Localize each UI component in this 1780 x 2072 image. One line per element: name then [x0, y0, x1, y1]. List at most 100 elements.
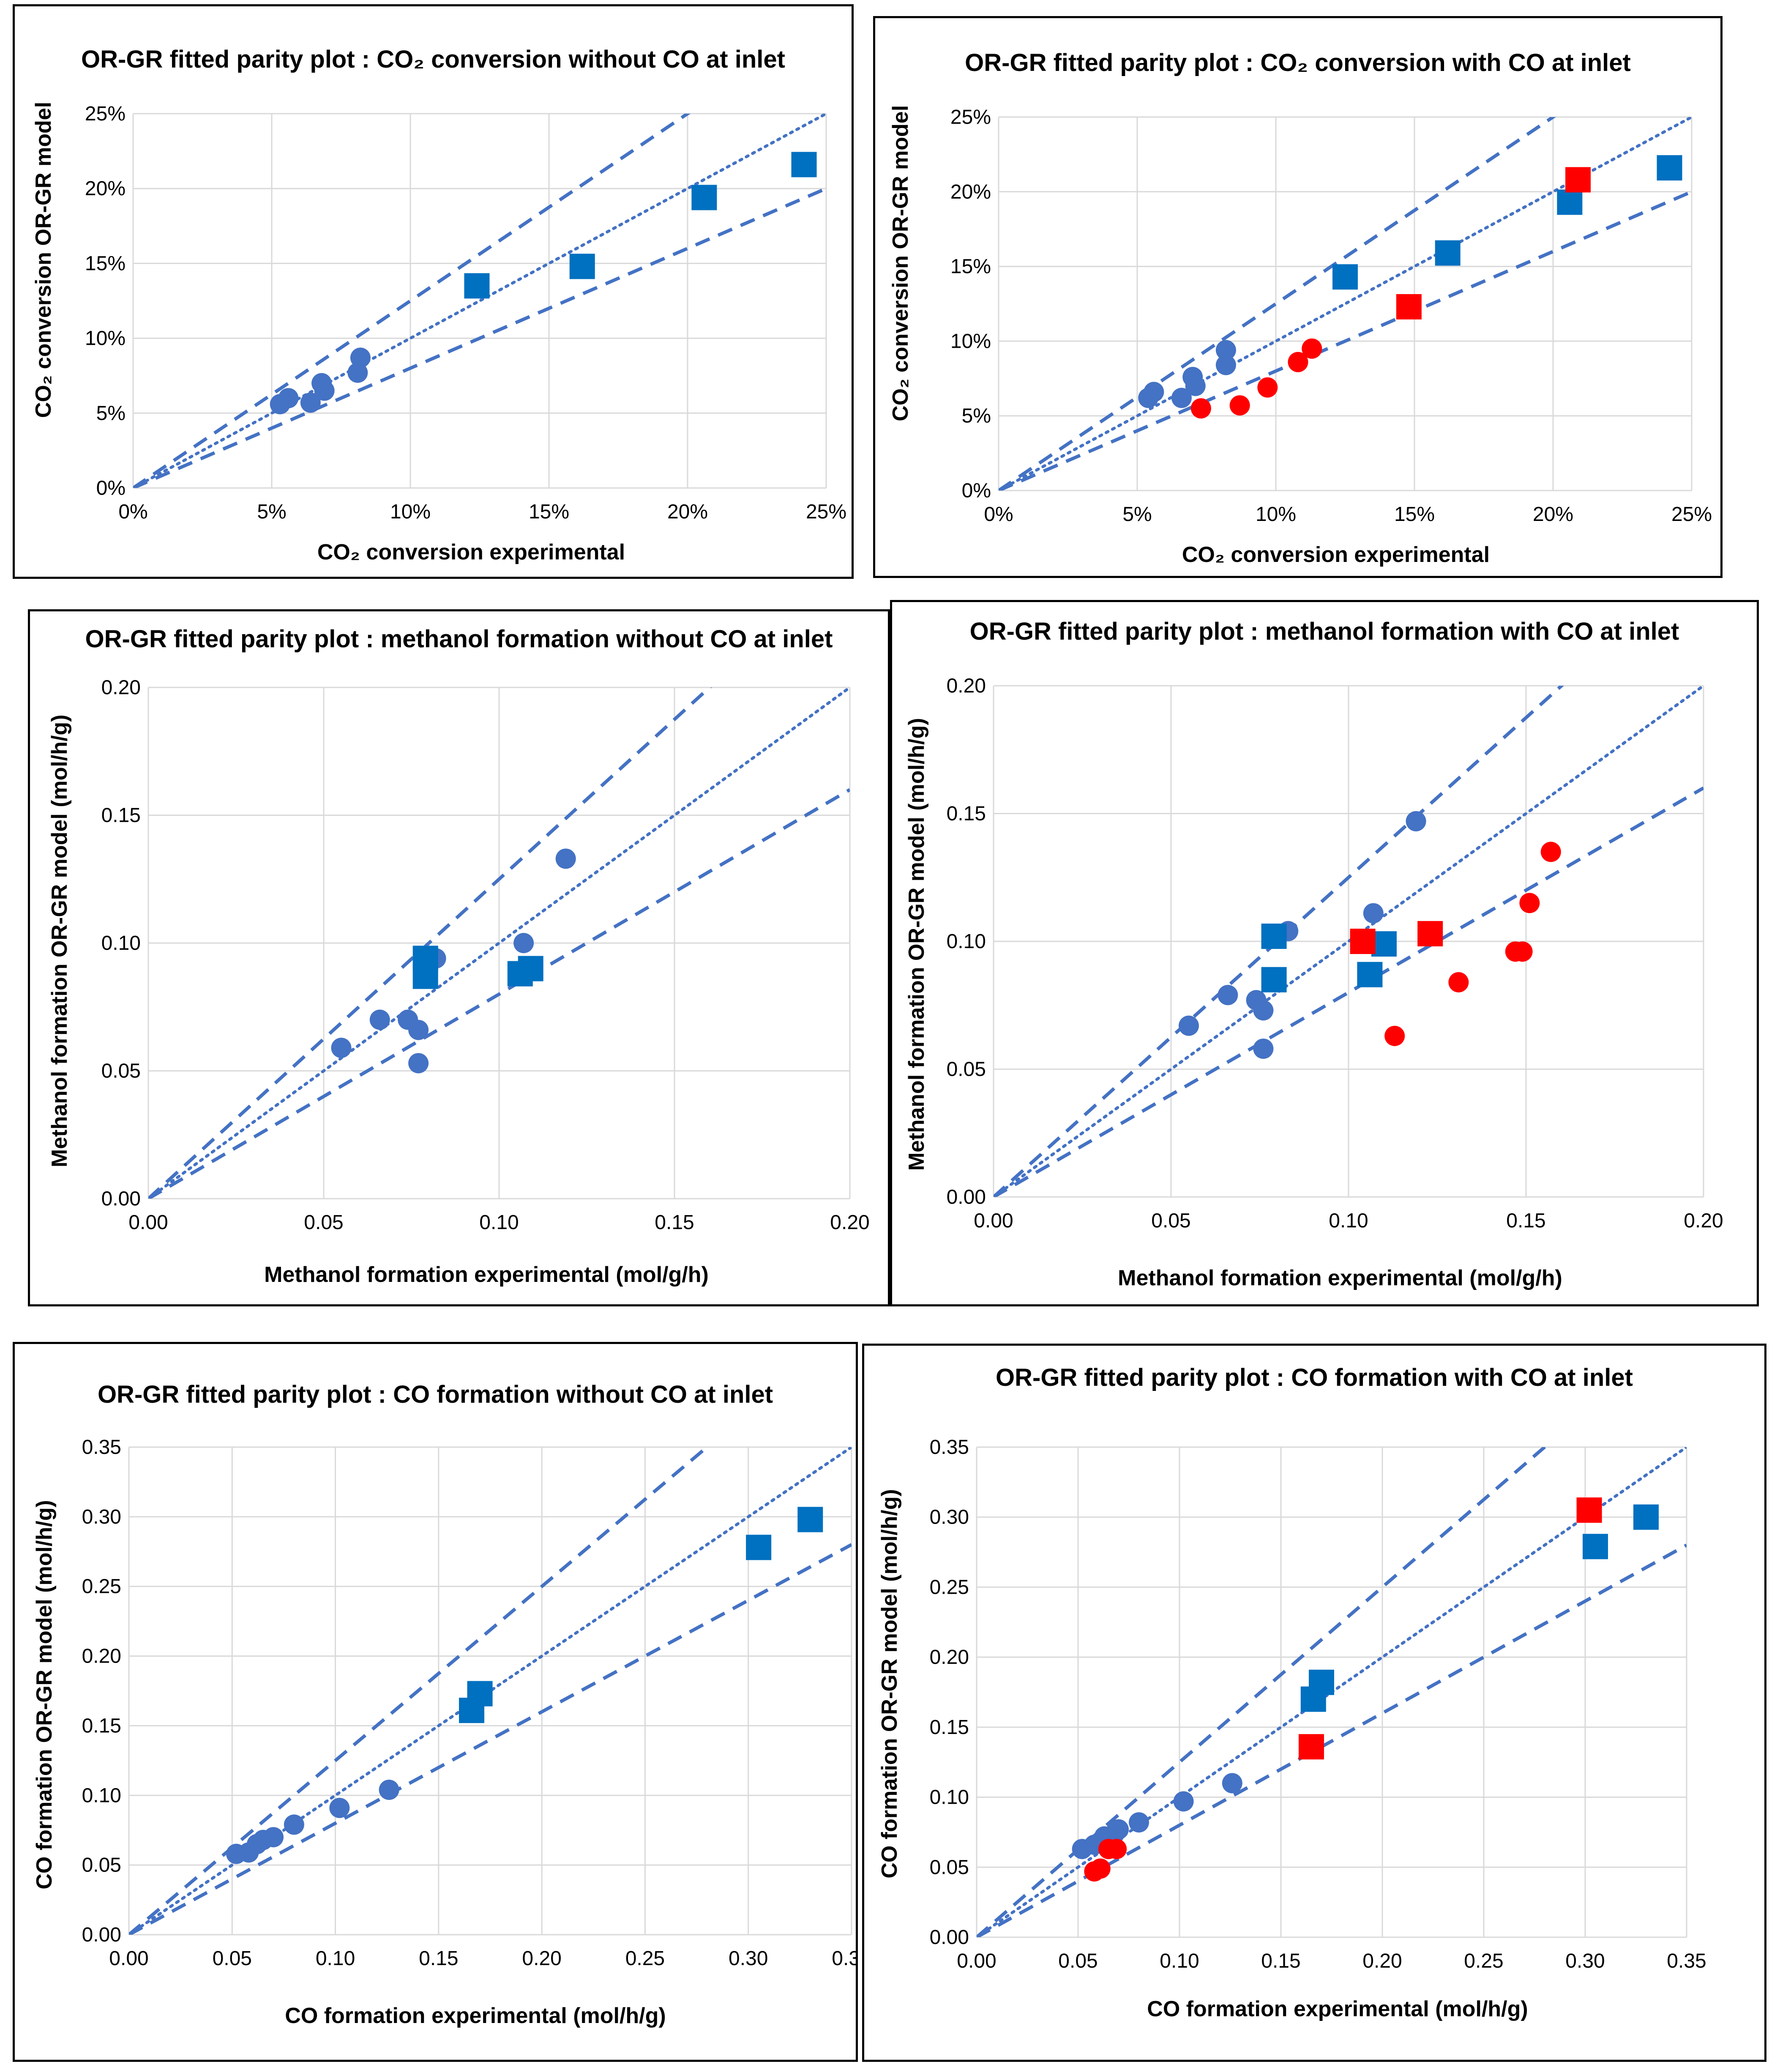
blue-circle-point — [1253, 1000, 1274, 1021]
y-tick-label: 0.05 — [82, 1854, 121, 1876]
blue-circle-point — [1218, 985, 1238, 1006]
x-tick-label: 5% — [1122, 503, 1152, 526]
blue-circle-point — [1363, 903, 1384, 924]
y-tick-label: 20% — [85, 177, 126, 200]
plot-area: 0%0% 5% 5% 10% 10% 15% 15% 20% 20% 25% 25% — [950, 106, 1712, 526]
y-axis-label: CO₂ conversion OR-GR model — [888, 105, 913, 422]
lower-deviation-line — [133, 187, 826, 488]
reference-lines — [133, 114, 826, 488]
y-tick-label: 0.00 — [101, 1188, 141, 1210]
y-tick-label: 0.25 — [930, 1576, 969, 1598]
chart-panel-methanol-without-co: OR-GR fitted parity plot : methanol form… — [28, 609, 890, 1306]
blue-square-point — [518, 956, 543, 981]
chart-panel-co-without-co: OR-GR fitted parity plot : CO formation … — [13, 1342, 858, 2062]
red-square-point — [1565, 167, 1591, 193]
blue-circle-point — [408, 1020, 429, 1040]
blue-square-point — [464, 273, 490, 299]
y-tick-label: 0.30 — [930, 1506, 969, 1529]
y-tick-label: 0.05 — [930, 1856, 969, 1878]
red-circle-point — [1257, 377, 1278, 398]
plot-area: 0%0% 5% 5% 10% 10% 15% 15% 20% 20% 25% 25% — [85, 103, 846, 523]
red-circle-point — [1540, 842, 1561, 862]
x-axis-label: Methanol formation experimental (mol/g/h… — [1118, 1266, 1562, 1290]
y-tick-label: 0.05 — [947, 1058, 986, 1081]
blue-circle-point — [347, 363, 368, 383]
y-tick-label: 5% — [962, 405, 991, 427]
x-tick-label: 0.05 — [304, 1211, 343, 1234]
blue-circle-point — [1173, 1791, 1194, 1812]
x-tick-label: 0.05 — [1151, 1210, 1190, 1232]
y-tick-label: 10% — [950, 330, 991, 352]
y-tick-label: 20% — [950, 181, 991, 203]
parity-line — [994, 686, 1704, 1197]
x-tick-label: 0.20 — [522, 1947, 561, 1970]
chart-title: OR-GR fitted parity plot : CO formation … — [996, 1364, 1633, 1391]
blue-circle-point — [1406, 811, 1426, 832]
x-tick-label: 0.30 — [729, 1947, 768, 1970]
x-axis-label: CO₂ conversion experimental — [1182, 543, 1490, 567]
blue-square-point — [1261, 967, 1287, 992]
blue-square-point — [1557, 189, 1583, 215]
y-tick-label: 0.30 — [82, 1506, 121, 1528]
blue-circle-point — [379, 1780, 399, 1800]
blue-square-point — [1357, 962, 1383, 987]
x-tick-label: 15% — [529, 501, 569, 523]
blue-square-point — [467, 1681, 493, 1707]
chart-title: OR-GR fitted parity plot : CO formation … — [97, 1381, 773, 1408]
red-circle-point — [1190, 398, 1211, 419]
y-tick-label: 0.20 — [82, 1645, 121, 1668]
y-axis-label: CO₂ conversion OR-GR model — [31, 101, 56, 418]
upper-deviation-line — [148, 687, 712, 1199]
x-tick-label: 25% — [1671, 503, 1712, 526]
x-tick-label: 0.10 — [1329, 1210, 1368, 1232]
x-tick-label: 0.15 — [419, 1947, 458, 1970]
x-tick-label: 15% — [1394, 503, 1435, 526]
blue-circle-point — [1144, 382, 1164, 402]
y-tick-label: 0% — [962, 480, 991, 502]
chart-title: OR-GR fitted parity plot : CO₂ conversio… — [81, 46, 785, 73]
blue-square-point — [1309, 1669, 1334, 1695]
blue-circle-point — [284, 1814, 304, 1835]
y-tick-label: 0.10 — [930, 1786, 969, 1809]
chart-panel-co-with-co: OR-GR fitted parity plot : CO formation … — [862, 1344, 1766, 2062]
x-tick-label: 10% — [390, 501, 431, 523]
blue-circle-point — [1222, 1773, 1242, 1794]
y-tick-label: 0.10 — [82, 1784, 121, 1807]
plot-area: 0.000.00 0.05 0.05 0.10 0.10 0.15 0.15 0.20 0.20… — [82, 1436, 856, 1970]
y-tick-label: 0.15 — [82, 1715, 121, 1737]
x-tick-label: 0.15 — [1506, 1210, 1545, 1232]
x-tick-label: 0.25 — [625, 1947, 665, 1970]
red-circle-point — [1090, 1858, 1111, 1879]
y-tick-label: 0.15 — [101, 804, 141, 827]
y-tick-label: 0.20 — [947, 675, 986, 697]
x-tick-label: 0.10 — [316, 1947, 355, 1970]
lower-deviation-line — [999, 190, 1692, 491]
red-circle-point — [1288, 352, 1308, 372]
x-tick-label: 0.35 — [1667, 1950, 1706, 1972]
x-tick-label: 20% — [667, 501, 708, 523]
y-tick-label: 25% — [85, 103, 126, 125]
blue-square-point — [1633, 1504, 1659, 1530]
parity-line — [133, 114, 826, 488]
y-tick-label: 10% — [85, 327, 126, 350]
chart-panel-methanol-with-co: OR-GR fitted parity plot : methanol form… — [890, 600, 1759, 1306]
x-tick-label: 0.20 — [1684, 1210, 1723, 1232]
red-circle-point — [1384, 1025, 1405, 1046]
upper-deviation-line — [133, 114, 691, 488]
x-tick-label: 20% — [1533, 503, 1573, 526]
chart-panel-co2-with-co: OR-GR fitted parity plot : CO₂ conversio… — [873, 16, 1723, 578]
x-tick-label: 0.00 — [974, 1210, 1013, 1232]
blue-square-point — [691, 185, 717, 210]
blue-square-point — [797, 1507, 823, 1532]
upper-deviation-line — [994, 686, 1564, 1197]
blue-square-point — [569, 254, 595, 279]
x-tick-label: 10% — [1256, 503, 1296, 526]
x-tick-label: 0.05 — [1058, 1950, 1097, 1972]
x-tick-label: 0.30 — [1565, 1950, 1605, 1972]
blue-circle-point — [329, 1797, 350, 1818]
plot-area: 0.000.00 0.05 0.05 0.10 0.10 0.15 0.15 0.20 0.20 — [947, 675, 1723, 1232]
lower-deviation-line — [148, 788, 850, 1199]
blue-circle-point — [278, 388, 299, 409]
red-circle-point — [1302, 338, 1322, 359]
y-tick-label: 0.25 — [82, 1576, 121, 1598]
